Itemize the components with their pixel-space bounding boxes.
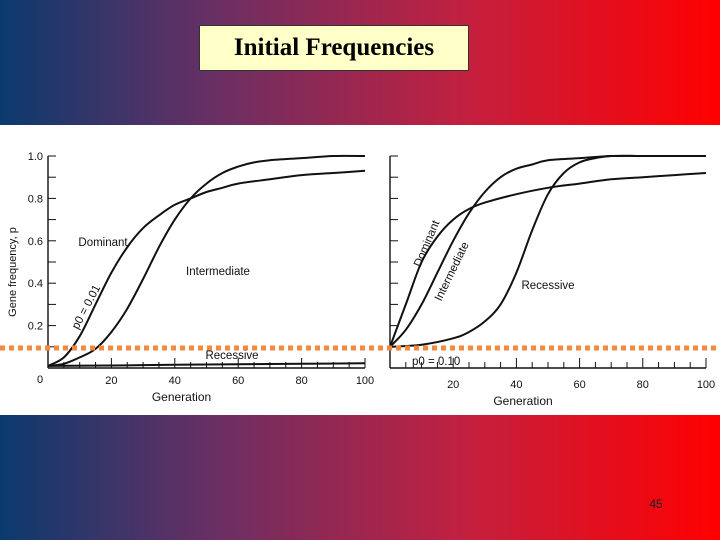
- x-tick-label: 60: [232, 375, 244, 387]
- y-tick-label: 1.0: [28, 151, 43, 163]
- y-tick-label: 0.4: [28, 278, 43, 290]
- gene-frequency-charts: 0.2 0.4 0.6 0.8 1.0 0 20 40 60 80 100 Gene frequenc…: [0, 151, 720, 408]
- series-label-recessive: Recessive: [521, 280, 574, 292]
- x-tick-label: 100: [697, 379, 715, 391]
- y-tick-label: 0.2: [28, 321, 43, 333]
- series-line-intermediate: [47, 154, 366, 367]
- x-tick-label: 80: [295, 375, 307, 387]
- x-axis-title: Generation: [152, 390, 211, 404]
- page-number: 45: [649, 497, 663, 511]
- y-tick-label: 0.8: [28, 193, 43, 205]
- series-line-dominant: [47, 169, 366, 367]
- gene-frequency-figure: 0.2 0.4 0.6 0.8 1.0 0 20 40 60 80 100 Gene frequenc…: [0, 125, 720, 415]
- x-tick-label: 20: [447, 379, 459, 391]
- x-tick-label: 60: [573, 379, 585, 391]
- series-label-dominant: Dominant: [412, 218, 443, 269]
- x-tick-label: 40: [169, 375, 181, 387]
- series-label-recessive: Recessive: [205, 350, 258, 362]
- x-axis-title: Generation: [493, 394, 552, 408]
- x-tick-label: 20: [105, 375, 117, 387]
- x-tick-label: 40: [510, 379, 522, 391]
- series-line-recessive: [47, 362, 366, 367]
- x-tick-label: 100: [356, 375, 374, 387]
- series-label-intermediate: Intermediate: [186, 266, 250, 278]
- series-line-intermediate: [389, 154, 706, 348]
- series-line-dominant: [389, 172, 707, 348]
- x-tick-label: 0: [37, 374, 43, 386]
- series-label-dominant: Dominant: [78, 237, 128, 249]
- slide-title: Initial Frequencies: [199, 25, 469, 71]
- series-line-recessive: [389, 154, 706, 348]
- y-axis-title: Gene frequency, p: [7, 227, 19, 317]
- x-tick-label: 80: [637, 379, 649, 391]
- initial-frequency-annotation: p0 = 0.10: [412, 356, 460, 368]
- y-tick-label: 0.6: [28, 236, 43, 248]
